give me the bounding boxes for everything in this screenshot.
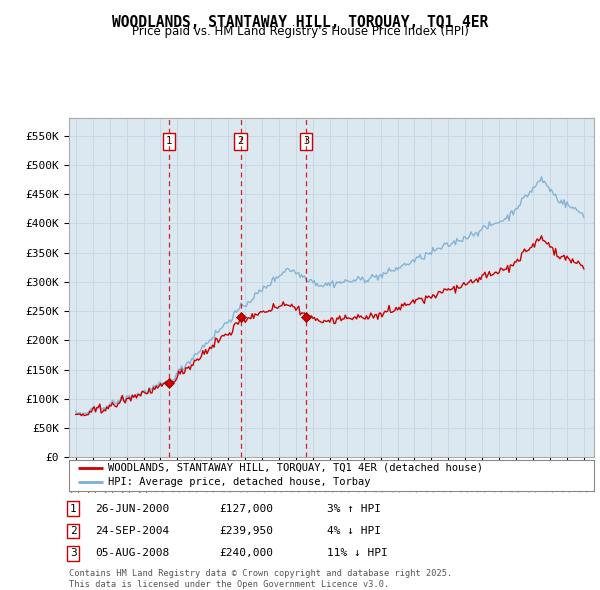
Text: 24-SEP-2004: 24-SEP-2004 bbox=[95, 526, 169, 536]
Text: £239,950: £239,950 bbox=[219, 526, 273, 536]
Text: £240,000: £240,000 bbox=[219, 549, 273, 558]
Text: Contains HM Land Registry data © Crown copyright and database right 2025.
This d: Contains HM Land Registry data © Crown c… bbox=[69, 569, 452, 589]
Text: 26-JUN-2000: 26-JUN-2000 bbox=[95, 504, 169, 513]
Text: 1: 1 bbox=[166, 136, 172, 146]
Text: 1: 1 bbox=[70, 504, 77, 513]
Text: £127,000: £127,000 bbox=[219, 504, 273, 513]
Text: 2: 2 bbox=[238, 136, 244, 146]
Text: 3: 3 bbox=[303, 136, 309, 146]
Text: 4% ↓ HPI: 4% ↓ HPI bbox=[327, 526, 381, 536]
Text: WOODLANDS, STANTAWAY HILL, TORQUAY, TQ1 4ER (detached house): WOODLANDS, STANTAWAY HILL, TORQUAY, TQ1 … bbox=[109, 463, 484, 473]
Text: 05-AUG-2008: 05-AUG-2008 bbox=[95, 549, 169, 558]
Text: 3% ↑ HPI: 3% ↑ HPI bbox=[327, 504, 381, 513]
Text: 2: 2 bbox=[70, 526, 77, 536]
Text: 3: 3 bbox=[70, 549, 77, 558]
Text: Price paid vs. HM Land Registry's House Price Index (HPI): Price paid vs. HM Land Registry's House … bbox=[131, 25, 469, 38]
Text: 11% ↓ HPI: 11% ↓ HPI bbox=[327, 549, 388, 558]
Text: WOODLANDS, STANTAWAY HILL, TORQUAY, TQ1 4ER: WOODLANDS, STANTAWAY HILL, TORQUAY, TQ1 … bbox=[112, 15, 488, 30]
Text: HPI: Average price, detached house, Torbay: HPI: Average price, detached house, Torb… bbox=[109, 477, 371, 487]
